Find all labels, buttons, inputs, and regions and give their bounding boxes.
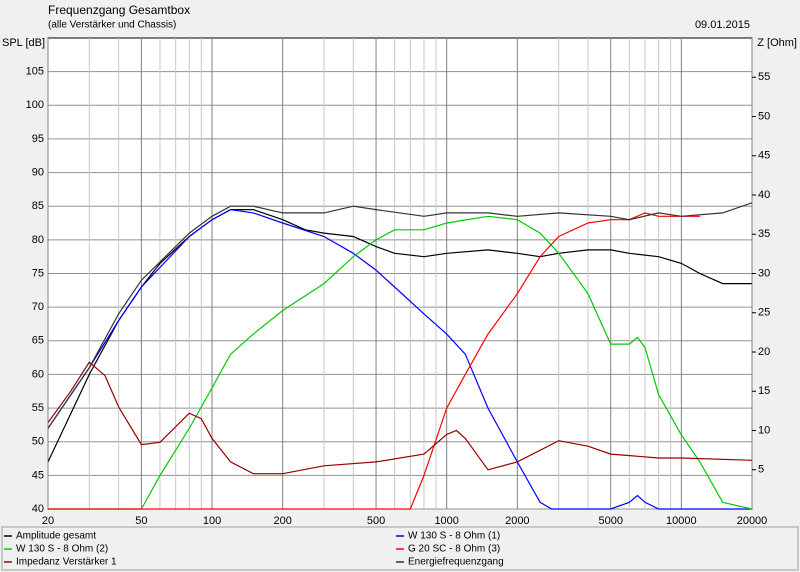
y2-tick-label: 20 [758,346,770,358]
y-tick-label: 100 [26,99,44,111]
x-tick-label: 500 [367,515,385,527]
y-tick-label: 80 [32,234,44,246]
y2-tick-label: 50 [758,110,770,122]
y2-tick-label: 45 [758,150,770,162]
legend-label: G 20 SC - 8 Ohm (3) [408,544,500,555]
x-tick-label: 50 [135,515,147,527]
chart-date: 09.01.2015 [695,19,750,31]
y2-tick-label: 35 [758,228,770,240]
y-tick-label: 90 [32,166,44,178]
legend-label: Energiefrequenzgang [408,557,504,568]
x-tick-label: 100 [203,515,221,527]
x-tick-label: 1000 [434,515,458,527]
y2-tick-label: 10 [758,424,770,436]
legend-label: W 130 S - 8 Ohm (2) [16,544,108,555]
legend-label: Impedanz Verstärker 1 [16,557,117,568]
y2-tick-label: 55 [758,71,770,83]
x-tick-label: 10000 [666,515,697,527]
y-tick-label: 75 [32,267,44,279]
y-axis-label: SPL [dB] [2,37,45,49]
y-tick-label: 65 [32,335,44,347]
x-tick-label: 20000 [737,515,768,527]
chart-subtitle: (alle Verstärker und Chassis) [48,20,176,31]
y-tick-label: 70 [32,301,44,313]
y-tick-label: 55 [32,402,44,414]
y2-tick-label: 25 [758,307,770,319]
y2-tick-label: 30 [758,267,770,279]
x-tick-label: 200 [273,515,291,527]
y-tick-label: 45 [32,469,44,481]
y-tick-label: 60 [32,368,44,380]
series-line [48,202,752,429]
x-tick-label: 20 [42,515,54,527]
y-tick-label: 50 [32,436,44,448]
x-tick-label: 5000 [598,515,622,527]
series-line [48,208,752,510]
y-tick-label: 105 [26,66,44,78]
y2-tick-label: 15 [758,385,770,397]
chart-title: Frequenzgang Gesamtbox [48,3,190,17]
series-line [48,361,752,475]
y-tick-label: 85 [32,200,44,212]
x-tick-label: 2000 [505,515,529,527]
y2-axis-label: Z [Ohm] [757,37,797,49]
y-tick-label: 40 [32,503,44,515]
y2-tick-label: 40 [758,189,770,201]
y-tick-label: 95 [32,133,44,145]
y2-tick-label: 5 [758,464,764,476]
legend-frame [1,526,799,571]
series-line [48,215,752,510]
legend-label: Amplitude gesamt [16,531,96,542]
legend-label: W 130 S - 8 Ohm (1) [408,531,500,542]
series-line [48,209,752,463]
